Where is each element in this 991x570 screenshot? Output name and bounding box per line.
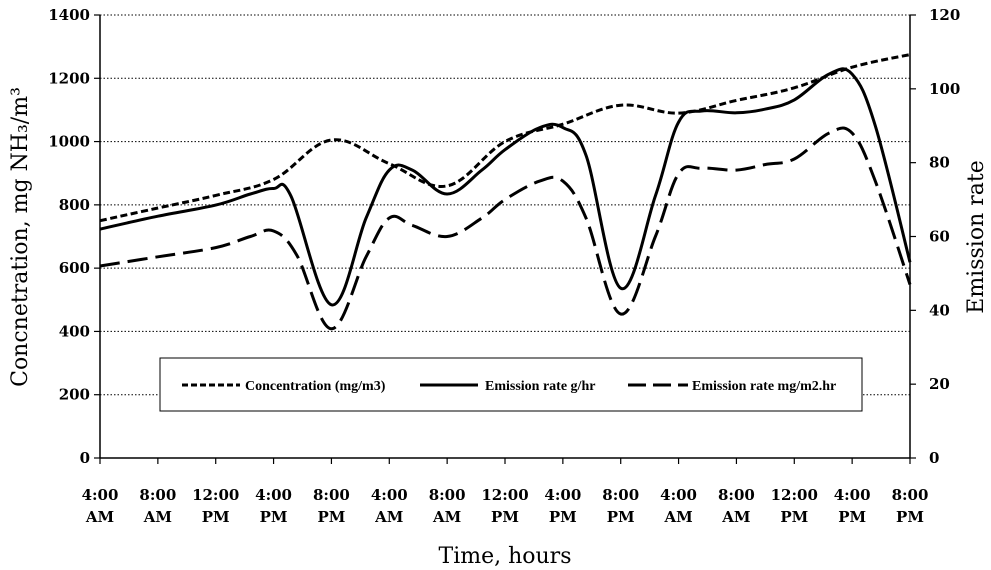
- x-tick-label-ampm: AM: [85, 508, 114, 526]
- y2-axis-title: Emission rate: [964, 160, 989, 313]
- y2-tick-label: 120: [929, 6, 960, 24]
- x-tick-label-time: 12:00: [192, 486, 239, 504]
- x-tick-label-ampm: AM: [374, 508, 403, 526]
- x-tick-label-time: 12:00: [771, 486, 818, 504]
- x-tick-label-ampm: PM: [607, 508, 635, 526]
- series-line-2: [99, 126, 912, 331]
- legend-label-concentration: Concentration (mg/m3): [245, 379, 386, 394]
- legend-label-emission-mg: Emission rate mg/m2.hr: [692, 379, 836, 394]
- x-tick-label-ampm: AM: [432, 508, 461, 526]
- y2-tick-label: 0: [929, 449, 939, 467]
- legend: Concentration (mg/m3) Emission rate g/hr…: [159, 357, 863, 412]
- x-tick-label-time: 4:00: [371, 486, 408, 504]
- y-tick-label: 1400: [48, 6, 90, 24]
- right-tick-labels: 0 20 40 60 80 100 120: [910, 6, 960, 467]
- y-tick-label: 600: [59, 259, 90, 277]
- x-tick-label-ampm: PM: [896, 508, 924, 526]
- x-tick-label-time: 12:00: [481, 486, 528, 504]
- y2-tick-label: 20: [929, 375, 950, 393]
- x-tick-label-ampm: PM: [491, 508, 519, 526]
- x-tick-label-ampm: PM: [202, 508, 230, 526]
- y-axis-title: Concnetration, mg NH₃/m³: [8, 87, 33, 387]
- series-line-1: [99, 67, 912, 307]
- x-tick-label-time: 8:00: [429, 486, 466, 504]
- x-tick-label-time: 8:00: [313, 486, 350, 504]
- x-tick-label-ampm: AM: [663, 508, 692, 526]
- x-tick-label-ampm: PM: [549, 508, 577, 526]
- x-axis-title: Time, hours: [439, 544, 572, 569]
- y-tick-label: 0: [80, 449, 90, 467]
- y-tick-label: 1200: [48, 69, 90, 87]
- x-tick-label-time: 8:00: [718, 486, 755, 504]
- x-tick-label-ampm: AM: [721, 508, 750, 526]
- x-tick-label-time: 4:00: [255, 486, 292, 504]
- y2-tick-label: 60: [929, 228, 950, 246]
- y-tick-label: 1000: [48, 133, 90, 151]
- y2-tick-label: 80: [929, 154, 950, 172]
- left-tick-labels: 0 200 400 600 800 1000 1200 1400: [48, 6, 100, 467]
- x-tick-label-ampm: PM: [780, 508, 808, 526]
- series-lines: [99, 53, 912, 331]
- y2-tick-label: 100: [929, 80, 960, 98]
- x-tick-label-ampm: PM: [838, 508, 866, 526]
- series-line-0: [99, 53, 911, 223]
- x-tick-label-time: 4:00: [544, 486, 581, 504]
- x-tick-label-time: 8:00: [139, 486, 176, 504]
- x-tick-label-time: 4:00: [82, 486, 119, 504]
- x-tick-label-ampm: AM: [143, 508, 172, 526]
- x-tick-label-time: 8:00: [602, 486, 639, 504]
- x-tick-label-time: 4:00: [660, 486, 697, 504]
- x-tick-label-ampm: PM: [260, 508, 288, 526]
- x-tick-label-ampm: PM: [317, 508, 345, 526]
- x-tick-label-time: 4:00: [834, 486, 871, 504]
- y-tick-label: 200: [59, 386, 90, 404]
- y-tick-label: 400: [59, 322, 90, 340]
- legend-box: [159, 357, 863, 412]
- x-tick-labels: 4:00 AM 8:00 AM 12:00 PM 4:00 PM 8:00 PM 4:00 AM 8:0…: [82, 458, 929, 526]
- y2-tick-label: 40: [929, 301, 950, 319]
- y-tick-label: 800: [59, 196, 90, 214]
- legend-label-emission-g: Emission rate g/hr: [485, 379, 595, 394]
- x-tick-label-time: 8:00: [892, 486, 929, 504]
